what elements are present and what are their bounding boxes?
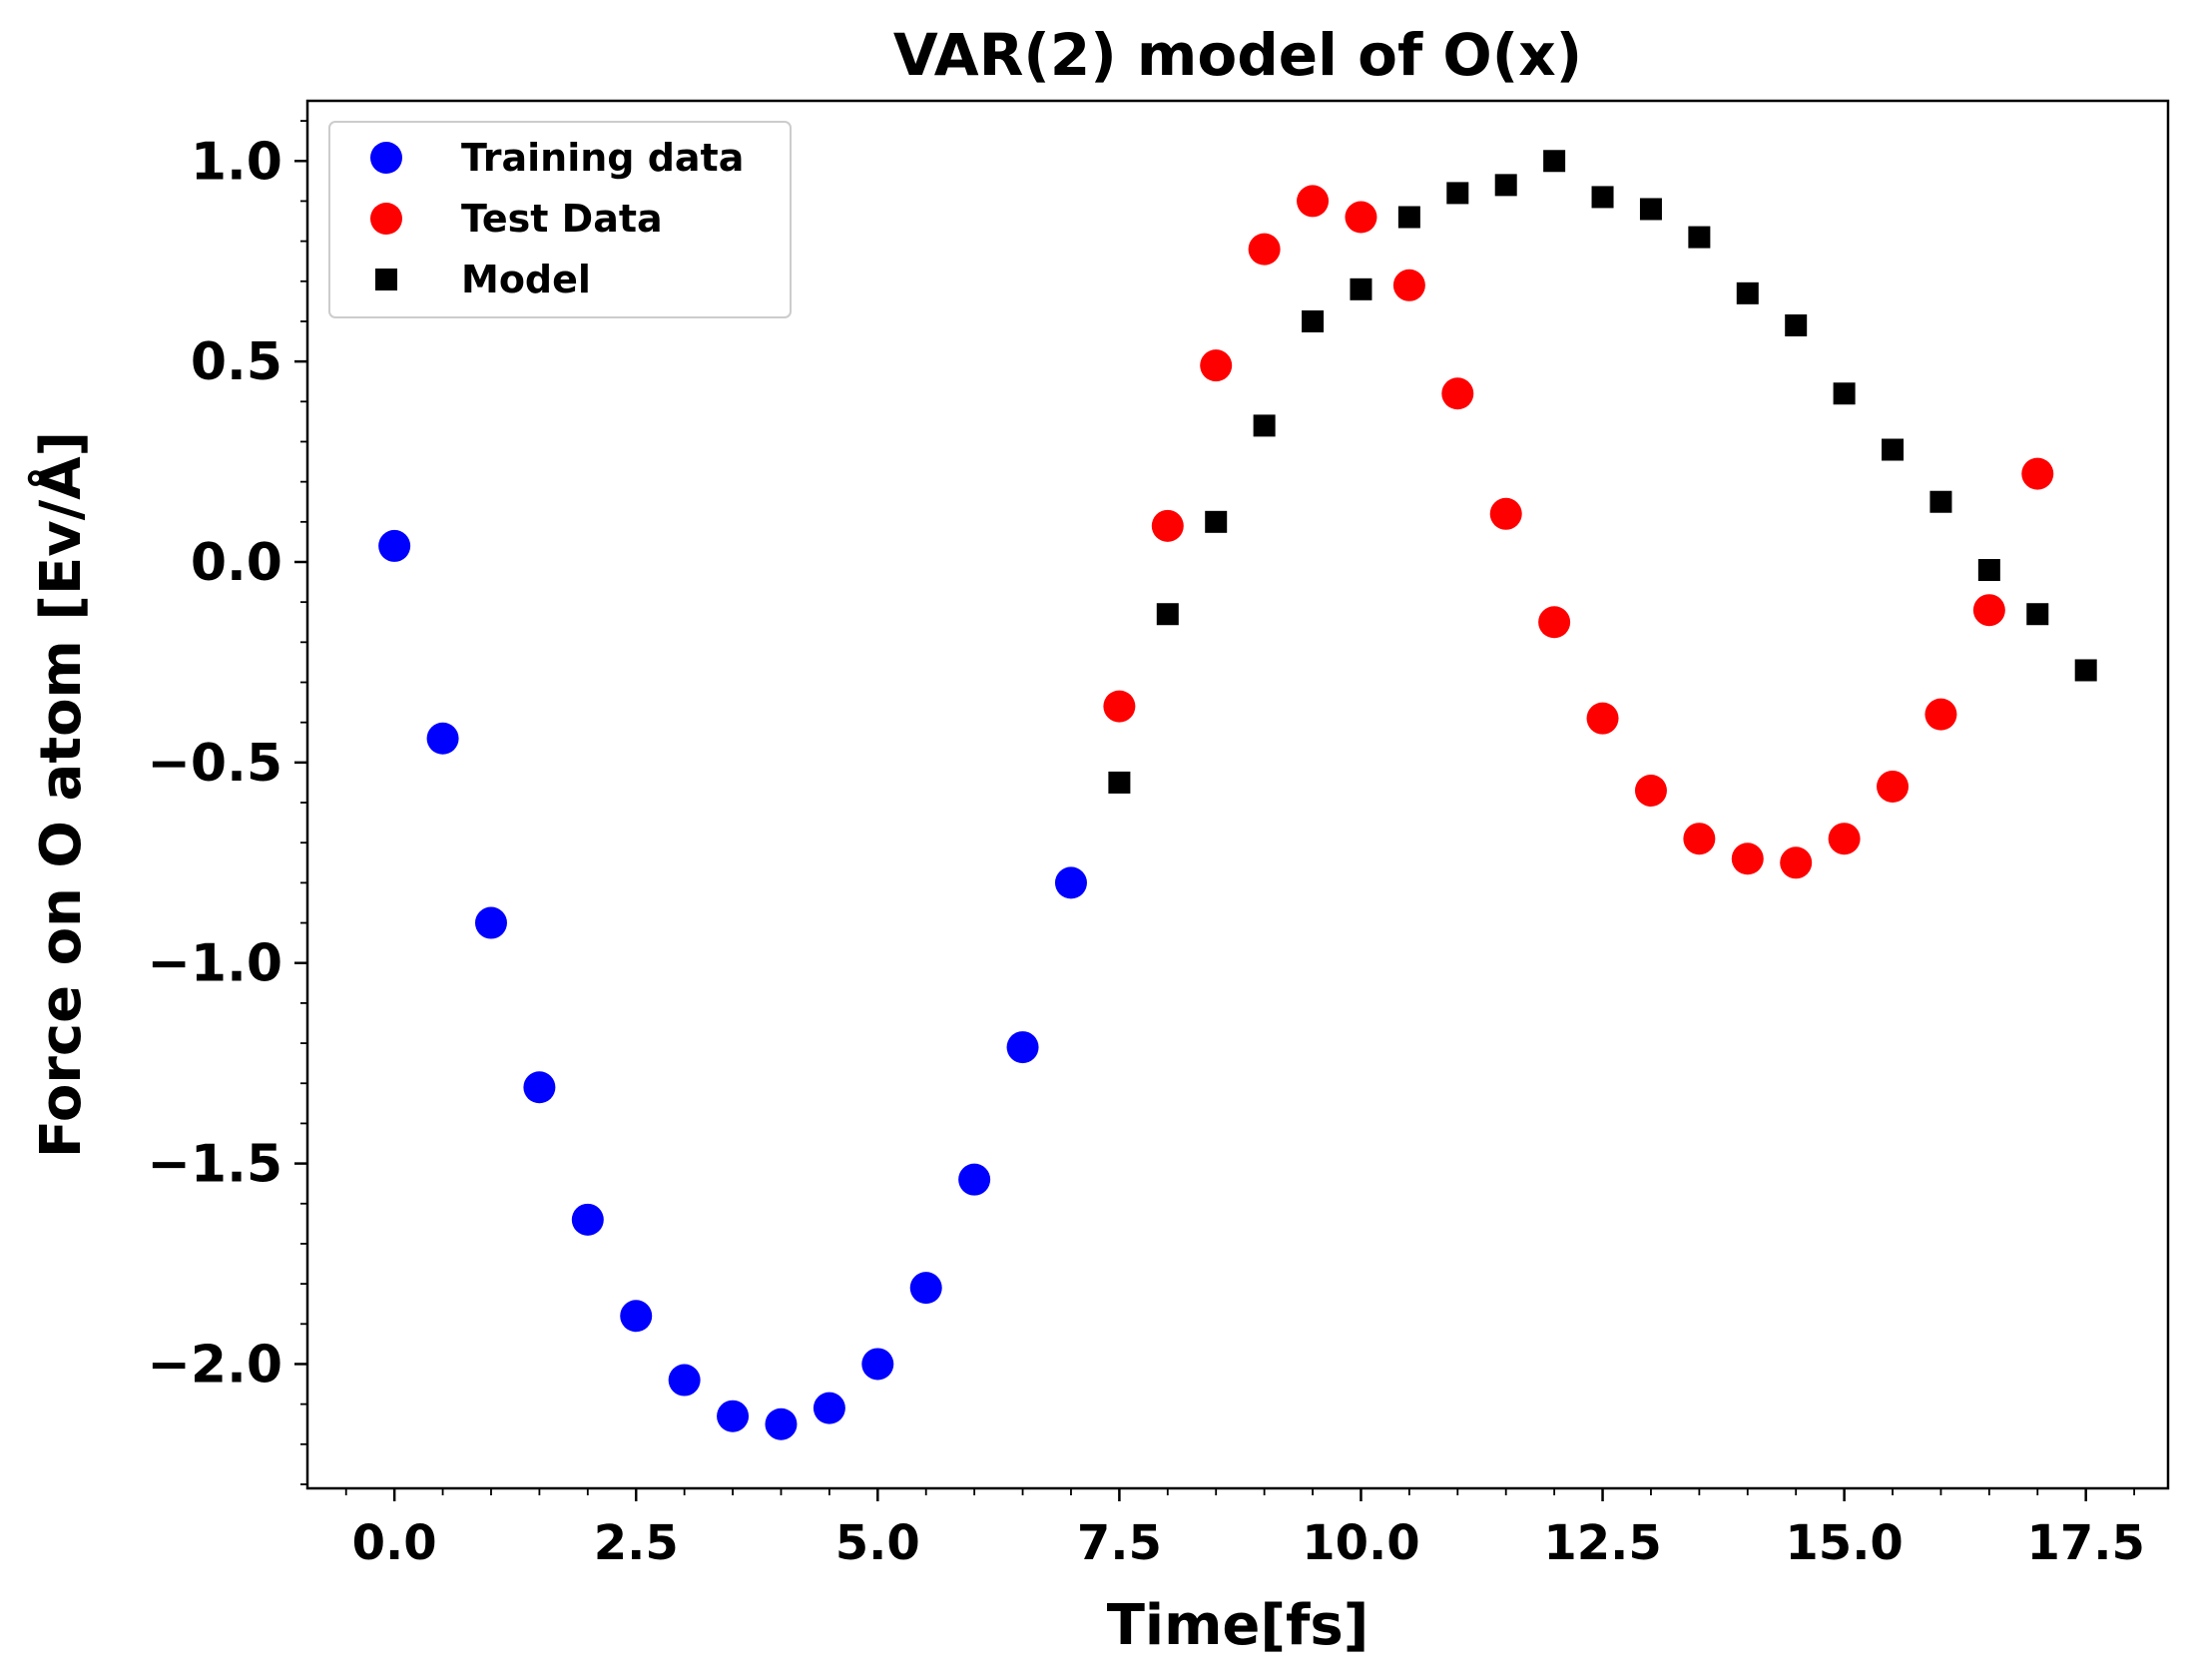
x-tick-label: 17.5 (2026, 1515, 2144, 1571)
training-data-point (474, 906, 507, 939)
model-point (1446, 182, 1469, 205)
training-data-point (620, 1300, 653, 1333)
training-data-point (523, 1071, 556, 1104)
model-point (1397, 206, 1420, 229)
training-data-point (426, 722, 459, 755)
test-data-point (2021, 457, 2054, 490)
test-data-point (1924, 698, 1957, 731)
test-data-point (1297, 185, 1330, 218)
test-data-point (1151, 509, 1184, 542)
model-point (1350, 278, 1372, 300)
y-tick-label: 1.0 (191, 132, 282, 192)
chart-title: VAR(2) model of O(x) (893, 21, 1582, 89)
y-tick-label: −0.5 (147, 734, 282, 794)
training-data-point (765, 1407, 798, 1440)
model-point (1494, 174, 1517, 197)
training-data-point (861, 1348, 894, 1381)
model-point (1736, 281, 1759, 304)
training-data-point (571, 1203, 604, 1236)
test-data-point (1441, 377, 1474, 410)
legend-marker-model (375, 269, 397, 290)
test-data-point (1345, 201, 1377, 234)
training-data-point (909, 1272, 942, 1305)
test-data-point (1392, 269, 1425, 301)
training-data-point (813, 1392, 845, 1424)
plot-frame (305, 99, 2170, 1490)
test-data-point (1683, 823, 1716, 855)
test-data-point (1972, 594, 2005, 627)
model-point (2074, 659, 2097, 682)
test-data-point (1200, 349, 1233, 382)
model-point (1929, 490, 1952, 513)
test-data-point (1877, 770, 1910, 803)
model-point (1639, 198, 1662, 221)
training-data-point (717, 1400, 750, 1432)
model-point (1543, 150, 1566, 173)
model-point (1108, 771, 1131, 794)
legend: Training data Test Data Model (328, 121, 792, 318)
model-point (1591, 186, 1614, 209)
x-tick-label: 5.0 (835, 1515, 920, 1571)
model-point (1688, 226, 1711, 249)
x-tick-label: 7.5 (1077, 1515, 1162, 1571)
data-points (378, 150, 2097, 1440)
model-point (1302, 309, 1325, 332)
model-point (1882, 438, 1905, 461)
y-tick-label: 0.0 (191, 533, 282, 593)
y-tick-label: −1.0 (147, 934, 282, 994)
test-data-point (1731, 842, 1764, 875)
training-data-point (378, 529, 411, 562)
x-axis-label: Time[fs] (1107, 1593, 1369, 1658)
y-tick-label: −1.5 (147, 1135, 282, 1195)
model-point (2026, 603, 2049, 626)
training-data-point (1006, 1031, 1039, 1064)
legend-box (328, 121, 792, 318)
y-tick-label: 0.5 (191, 332, 282, 392)
legend-label-test-data: Test Data (461, 197, 663, 241)
legend-label-model: Model (461, 258, 591, 301)
training-data-point (958, 1163, 991, 1196)
test-data-point (1489, 497, 1522, 530)
x-tick-label: 12.5 (1543, 1515, 1661, 1571)
y-axis-ticks: 1.0 0.5 0.0 −0.5 −1.0 −1.5 −2.0 (147, 120, 307, 1485)
test-data-point (1634, 774, 1667, 807)
x-tick-label: 2.5 (594, 1515, 679, 1571)
model-point (1833, 382, 1856, 405)
test-data-point (1248, 233, 1281, 266)
test-data-point (1586, 702, 1619, 735)
legend-marker-training-data (370, 142, 402, 174)
model-point (1977, 559, 2000, 582)
model-point (1253, 414, 1276, 437)
model-point (1156, 603, 1179, 626)
model-point (1205, 510, 1228, 533)
test-data-point (1828, 823, 1861, 855)
test-data-point (1780, 846, 1813, 879)
y-axis-label: Force on O atom [Ev/Å] (28, 431, 94, 1158)
model-point (1785, 313, 1808, 336)
x-tick-label: 10.0 (1302, 1515, 1419, 1571)
y-tick-label: −2.0 (147, 1335, 282, 1395)
test-data-point (1538, 606, 1571, 639)
x-tick-label: 0.0 (352, 1515, 437, 1571)
x-axis-ticks: 0.0 2.5 5.0 7.5 10.0 12.5 15.0 17.5 (344, 1488, 2145, 1571)
x-tick-label: 15.0 (1785, 1515, 1903, 1571)
legend-marker-test-data (370, 203, 402, 235)
test-data-point (1103, 690, 1136, 723)
training-data-point (668, 1364, 701, 1397)
training-data-point (1054, 866, 1087, 899)
legend-label-training-data: Training data (461, 136, 744, 180)
